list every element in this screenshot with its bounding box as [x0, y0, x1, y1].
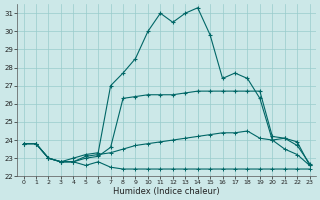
X-axis label: Humidex (Indice chaleur): Humidex (Indice chaleur): [113, 187, 220, 196]
